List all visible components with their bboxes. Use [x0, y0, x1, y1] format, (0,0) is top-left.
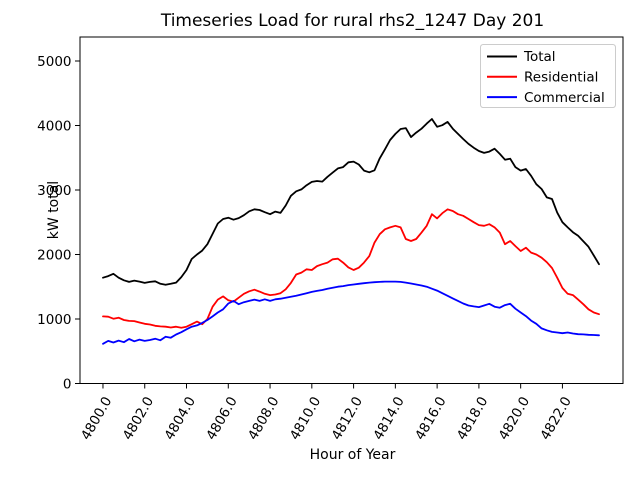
y-tick-label: 4000: [37, 118, 71, 134]
series-line-total: [102, 118, 600, 286]
legend-label-commercial: Commercial: [524, 90, 605, 106]
y-tick-label: 0: [63, 376, 72, 392]
x-axis-label: Hour of Year: [309, 447, 396, 463]
y-tick-label: 5000: [37, 54, 71, 70]
x-tick-label: 4808.0: [245, 394, 282, 443]
series-line-residential: [102, 208, 600, 329]
axes-border: [79, 36, 624, 384]
x-tick-label: 4820.0: [496, 394, 533, 443]
x-tick-label: 4810.0: [287, 394, 324, 443]
x-tick-label: 4802.0: [120, 394, 157, 443]
legend-box: [480, 44, 616, 108]
x-tick-label: 4818.0: [454, 394, 491, 443]
x-tick-label: 4822.0: [537, 394, 574, 443]
legend-label-total: Total: [523, 49, 556, 65]
y-tick-label: 2000: [37, 247, 71, 263]
x-tick-label: 4806.0: [203, 394, 240, 443]
y-tick-label: 1000: [37, 312, 71, 328]
series-line-commercial: [102, 280, 600, 345]
x-tick-label: 4814.0: [370, 394, 407, 443]
x-tick-label: 4812.0: [329, 394, 366, 443]
x-tick-label: 4816.0: [412, 394, 449, 443]
chart-title: Timeseries Load for rural rhs2_1247 Day …: [160, 11, 545, 31]
x-tick-label: 4800.0: [78, 394, 115, 443]
y-tick-label: 3000: [37, 183, 71, 199]
x-tick-label: 4804.0: [161, 394, 198, 443]
legend-label-residential: Residential: [524, 70, 598, 86]
